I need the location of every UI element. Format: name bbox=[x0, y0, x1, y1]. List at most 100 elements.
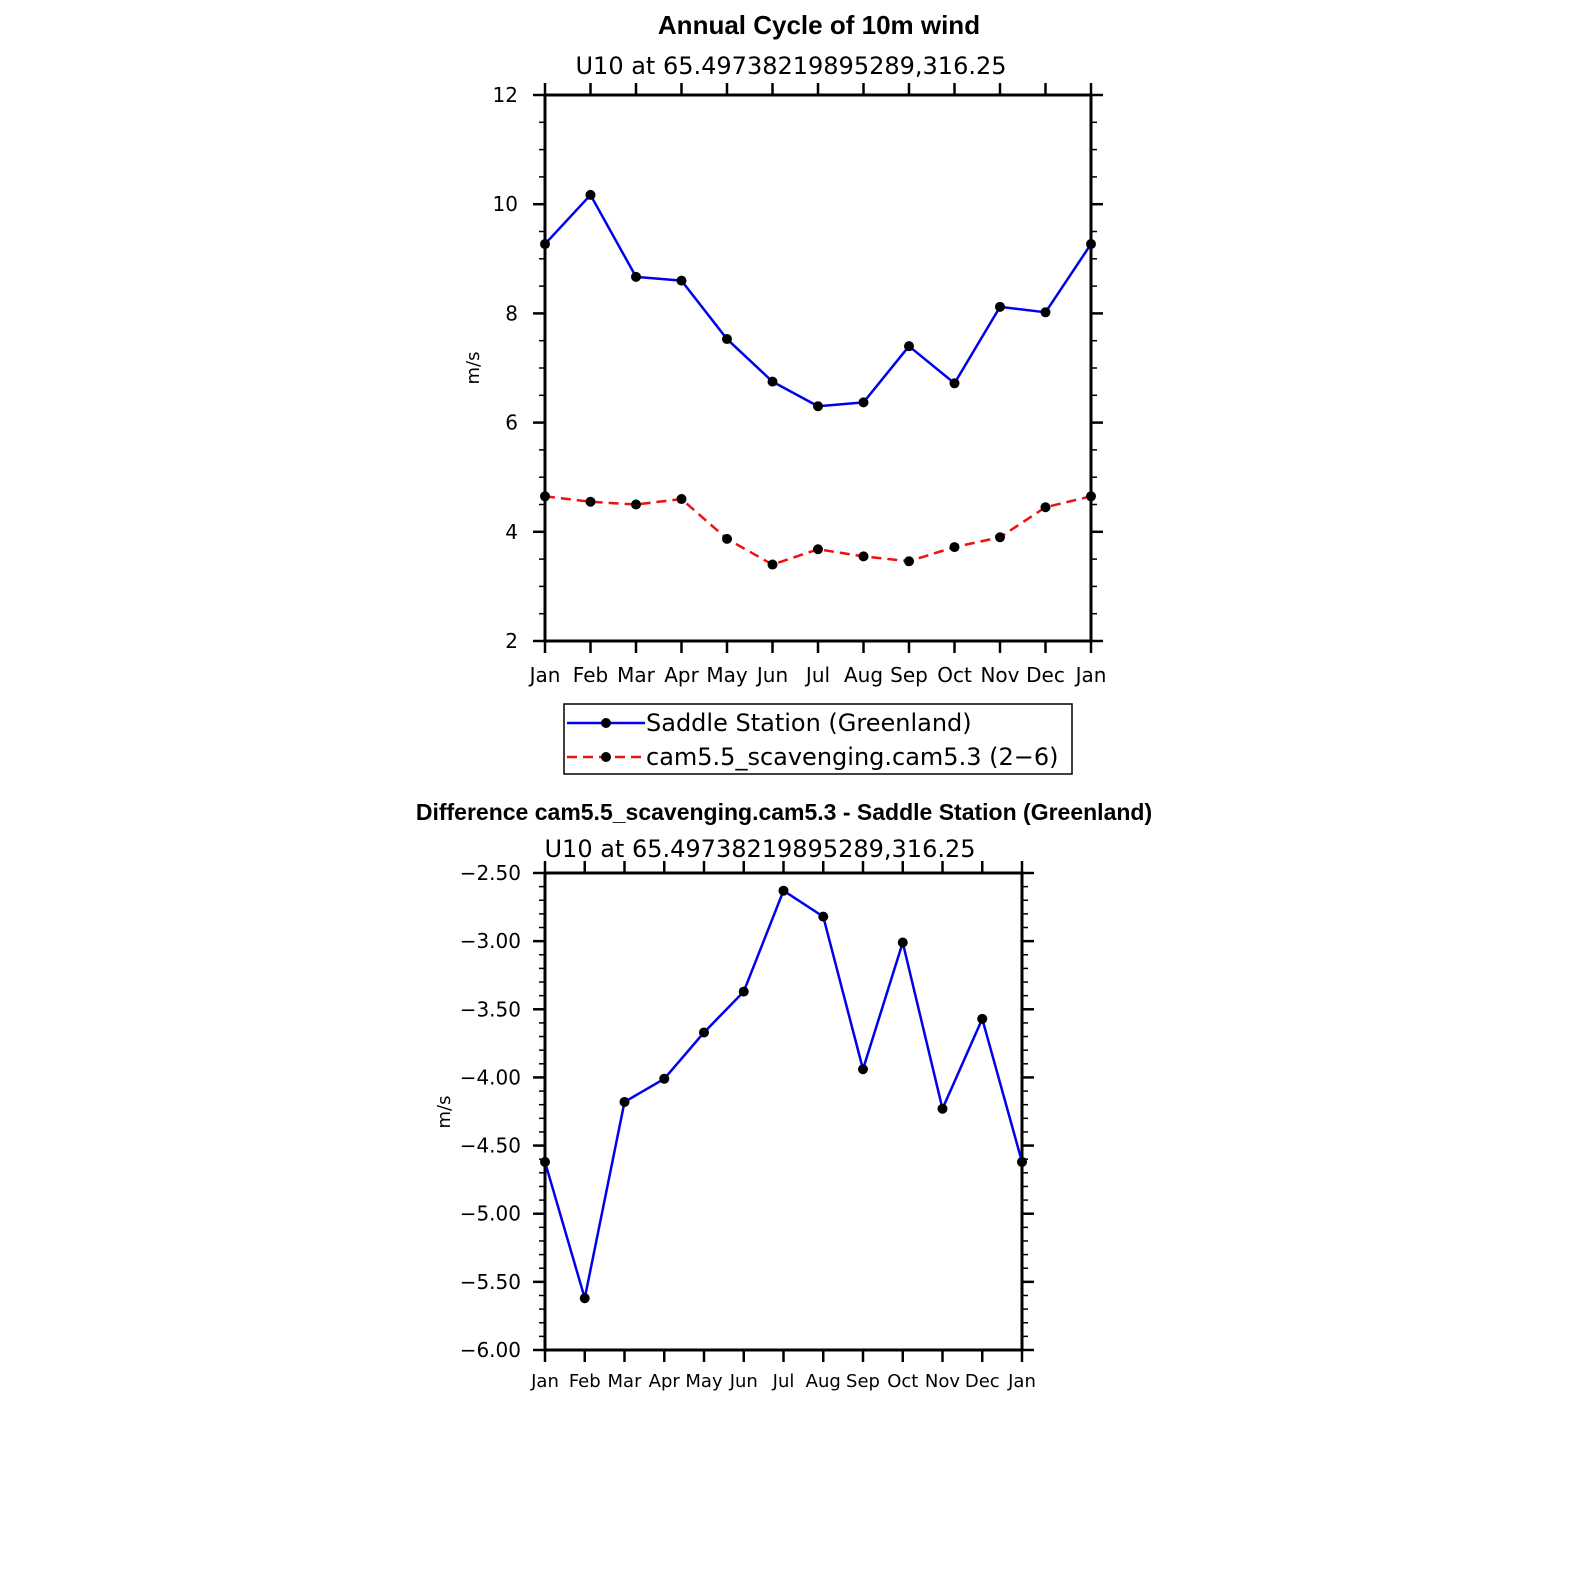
data-point bbox=[778, 885, 789, 896]
legend-box bbox=[563, 703, 1073, 775]
data-point bbox=[813, 544, 823, 555]
data-point bbox=[540, 1156, 550, 1167]
y-tick-label: −3.50 bbox=[460, 997, 521, 1021]
data-point bbox=[579, 1293, 590, 1304]
chart1-plot-frame bbox=[543, 93, 1093, 643]
legend-label-cam55: cam5.5_scavenging.cam5.3 (2−6) bbox=[646, 743, 1058, 771]
data-point bbox=[738, 986, 749, 997]
x-tick-label: May bbox=[685, 1371, 723, 1392]
data-point bbox=[540, 491, 550, 502]
x-tick-label: Apr bbox=[664, 663, 699, 687]
data-point bbox=[1040, 307, 1051, 318]
y-tick-label: 4 bbox=[505, 520, 518, 544]
legend-marker-cam55 bbox=[601, 752, 611, 762]
data-point bbox=[722, 533, 732, 544]
x-tick-label: Feb bbox=[569, 1371, 601, 1392]
y-tick-label: 6 bbox=[505, 411, 518, 435]
chart1-y-axis-label: m/s bbox=[463, 352, 484, 385]
x-tick-label: Oct bbox=[937, 663, 972, 687]
x-tick-label: Jul bbox=[804, 663, 830, 687]
data-point bbox=[858, 551, 869, 562]
data-point bbox=[858, 1064, 868, 1075]
difference-chart: Difference cam5.5_scavenging.cam5.3 - Sa… bbox=[416, 799, 1152, 1392]
data-point bbox=[904, 341, 914, 352]
data-point bbox=[897, 937, 908, 948]
data-point bbox=[540, 239, 550, 250]
data-point bbox=[1086, 239, 1096, 250]
x-tick-label: Apr bbox=[649, 1371, 681, 1392]
data-point bbox=[659, 1073, 670, 1084]
data-point bbox=[949, 378, 960, 389]
data-point bbox=[937, 1103, 948, 1114]
data-point bbox=[699, 1027, 709, 1038]
data-point bbox=[858, 397, 869, 408]
x-tick-label: Aug bbox=[806, 1371, 841, 1392]
y-tick-label: 12 bbox=[493, 83, 518, 107]
chart1-ticks: Jan Feb Mar Apr May Jun Jul Aug Sep Oct Nov Dec Jan 2… bbox=[493, 83, 1107, 687]
chart2-series bbox=[540, 885, 1027, 1304]
legend-label-saddle-station: Saddle Station (Greenland) bbox=[646, 709, 972, 737]
chart2-plot-frame bbox=[543, 871, 1024, 1352]
x-tick-label: Jan bbox=[530, 1371, 559, 1392]
chart2-y-axis-label: m/s bbox=[434, 1096, 455, 1129]
x-tick-label: Feb bbox=[573, 663, 608, 687]
data-point bbox=[631, 271, 641, 282]
chart1-legend: Saddle Station (Greenland) cam5.5_scaven… bbox=[563, 703, 1073, 775]
y-tick-label: −5.00 bbox=[460, 1202, 521, 1226]
data-point bbox=[1017, 1156, 1027, 1167]
y-tick-label: 10 bbox=[493, 192, 518, 216]
y-tick-label: −6.00 bbox=[460, 1338, 521, 1362]
data-point bbox=[676, 275, 687, 286]
series-line-0 bbox=[544, 193, 1093, 408]
data-point bbox=[585, 189, 596, 200]
data-point bbox=[722, 334, 732, 345]
y-tick-label: 8 bbox=[505, 301, 518, 325]
legend-item-cam55: cam5.5_scavenging.cam5.3 (2−6) bbox=[567, 743, 1058, 771]
series-line-1 bbox=[544, 495, 1092, 566]
legend-item-saddle-station: Saddle Station (Greenland) bbox=[567, 709, 972, 737]
chart2-ticks: Jan Feb Mar Apr May Jun Jul Aug Sep Oct Nov Dec Jan−… bbox=[460, 861, 1036, 1392]
x-tick-label: Nov bbox=[925, 1371, 960, 1392]
data-point bbox=[676, 494, 687, 505]
y-tick-label: −3.00 bbox=[460, 929, 521, 953]
data-point bbox=[585, 496, 596, 507]
data-point bbox=[977, 1013, 988, 1024]
data-point bbox=[904, 556, 914, 567]
x-tick-label: Oct bbox=[887, 1371, 918, 1392]
x-tick-label: Jun bbox=[729, 1371, 758, 1392]
data-point bbox=[995, 301, 1005, 312]
y-tick-label: −5.50 bbox=[460, 1270, 521, 1294]
data-point bbox=[1086, 491, 1096, 502]
x-tick-label: Mar bbox=[617, 663, 656, 687]
chart1-series bbox=[540, 189, 1096, 570]
data-point bbox=[767, 376, 778, 387]
x-tick-label: May bbox=[706, 663, 748, 687]
x-tick-label: Jan bbox=[1074, 663, 1107, 687]
x-tick-label: Jan bbox=[528, 663, 561, 687]
y-tick-label: 2 bbox=[505, 629, 518, 653]
x-tick-label: Aug bbox=[844, 663, 883, 687]
data-point bbox=[619, 1096, 630, 1107]
x-tick-label: Jul bbox=[772, 1371, 795, 1392]
chart1-subtitle: U10 at 65.49738219895289,316.25 bbox=[575, 52, 1006, 80]
x-tick-label: Sep bbox=[846, 1371, 880, 1392]
legend-marker-saddle-station bbox=[601, 718, 611, 728]
data-point bbox=[818, 911, 829, 922]
data-point bbox=[949, 542, 960, 553]
x-tick-label: Dec bbox=[1026, 663, 1065, 687]
x-tick-label: Dec bbox=[965, 1371, 1000, 1392]
x-tick-label: Mar bbox=[608, 1371, 643, 1392]
y-tick-label: −4.00 bbox=[460, 1065, 521, 1089]
data-point bbox=[631, 499, 641, 510]
x-tick-label: Jan bbox=[1007, 1371, 1036, 1392]
data-point bbox=[767, 559, 778, 570]
annual-cycle-chart: Annual Cycle of 10m wind U10 at 65.49738… bbox=[463, 10, 1107, 775]
y-tick-label: −4.50 bbox=[460, 1134, 521, 1158]
y-tick-label: −2.50 bbox=[460, 861, 521, 885]
chart1-title: Annual Cycle of 10m wind bbox=[658, 10, 980, 40]
x-tick-label: Sep bbox=[890, 663, 928, 687]
x-tick-label: Nov bbox=[980, 663, 1019, 687]
series-line-0 bbox=[543, 889, 1024, 1300]
chart2-subtitle: U10 at 65.49738219895289,316.25 bbox=[544, 835, 975, 863]
